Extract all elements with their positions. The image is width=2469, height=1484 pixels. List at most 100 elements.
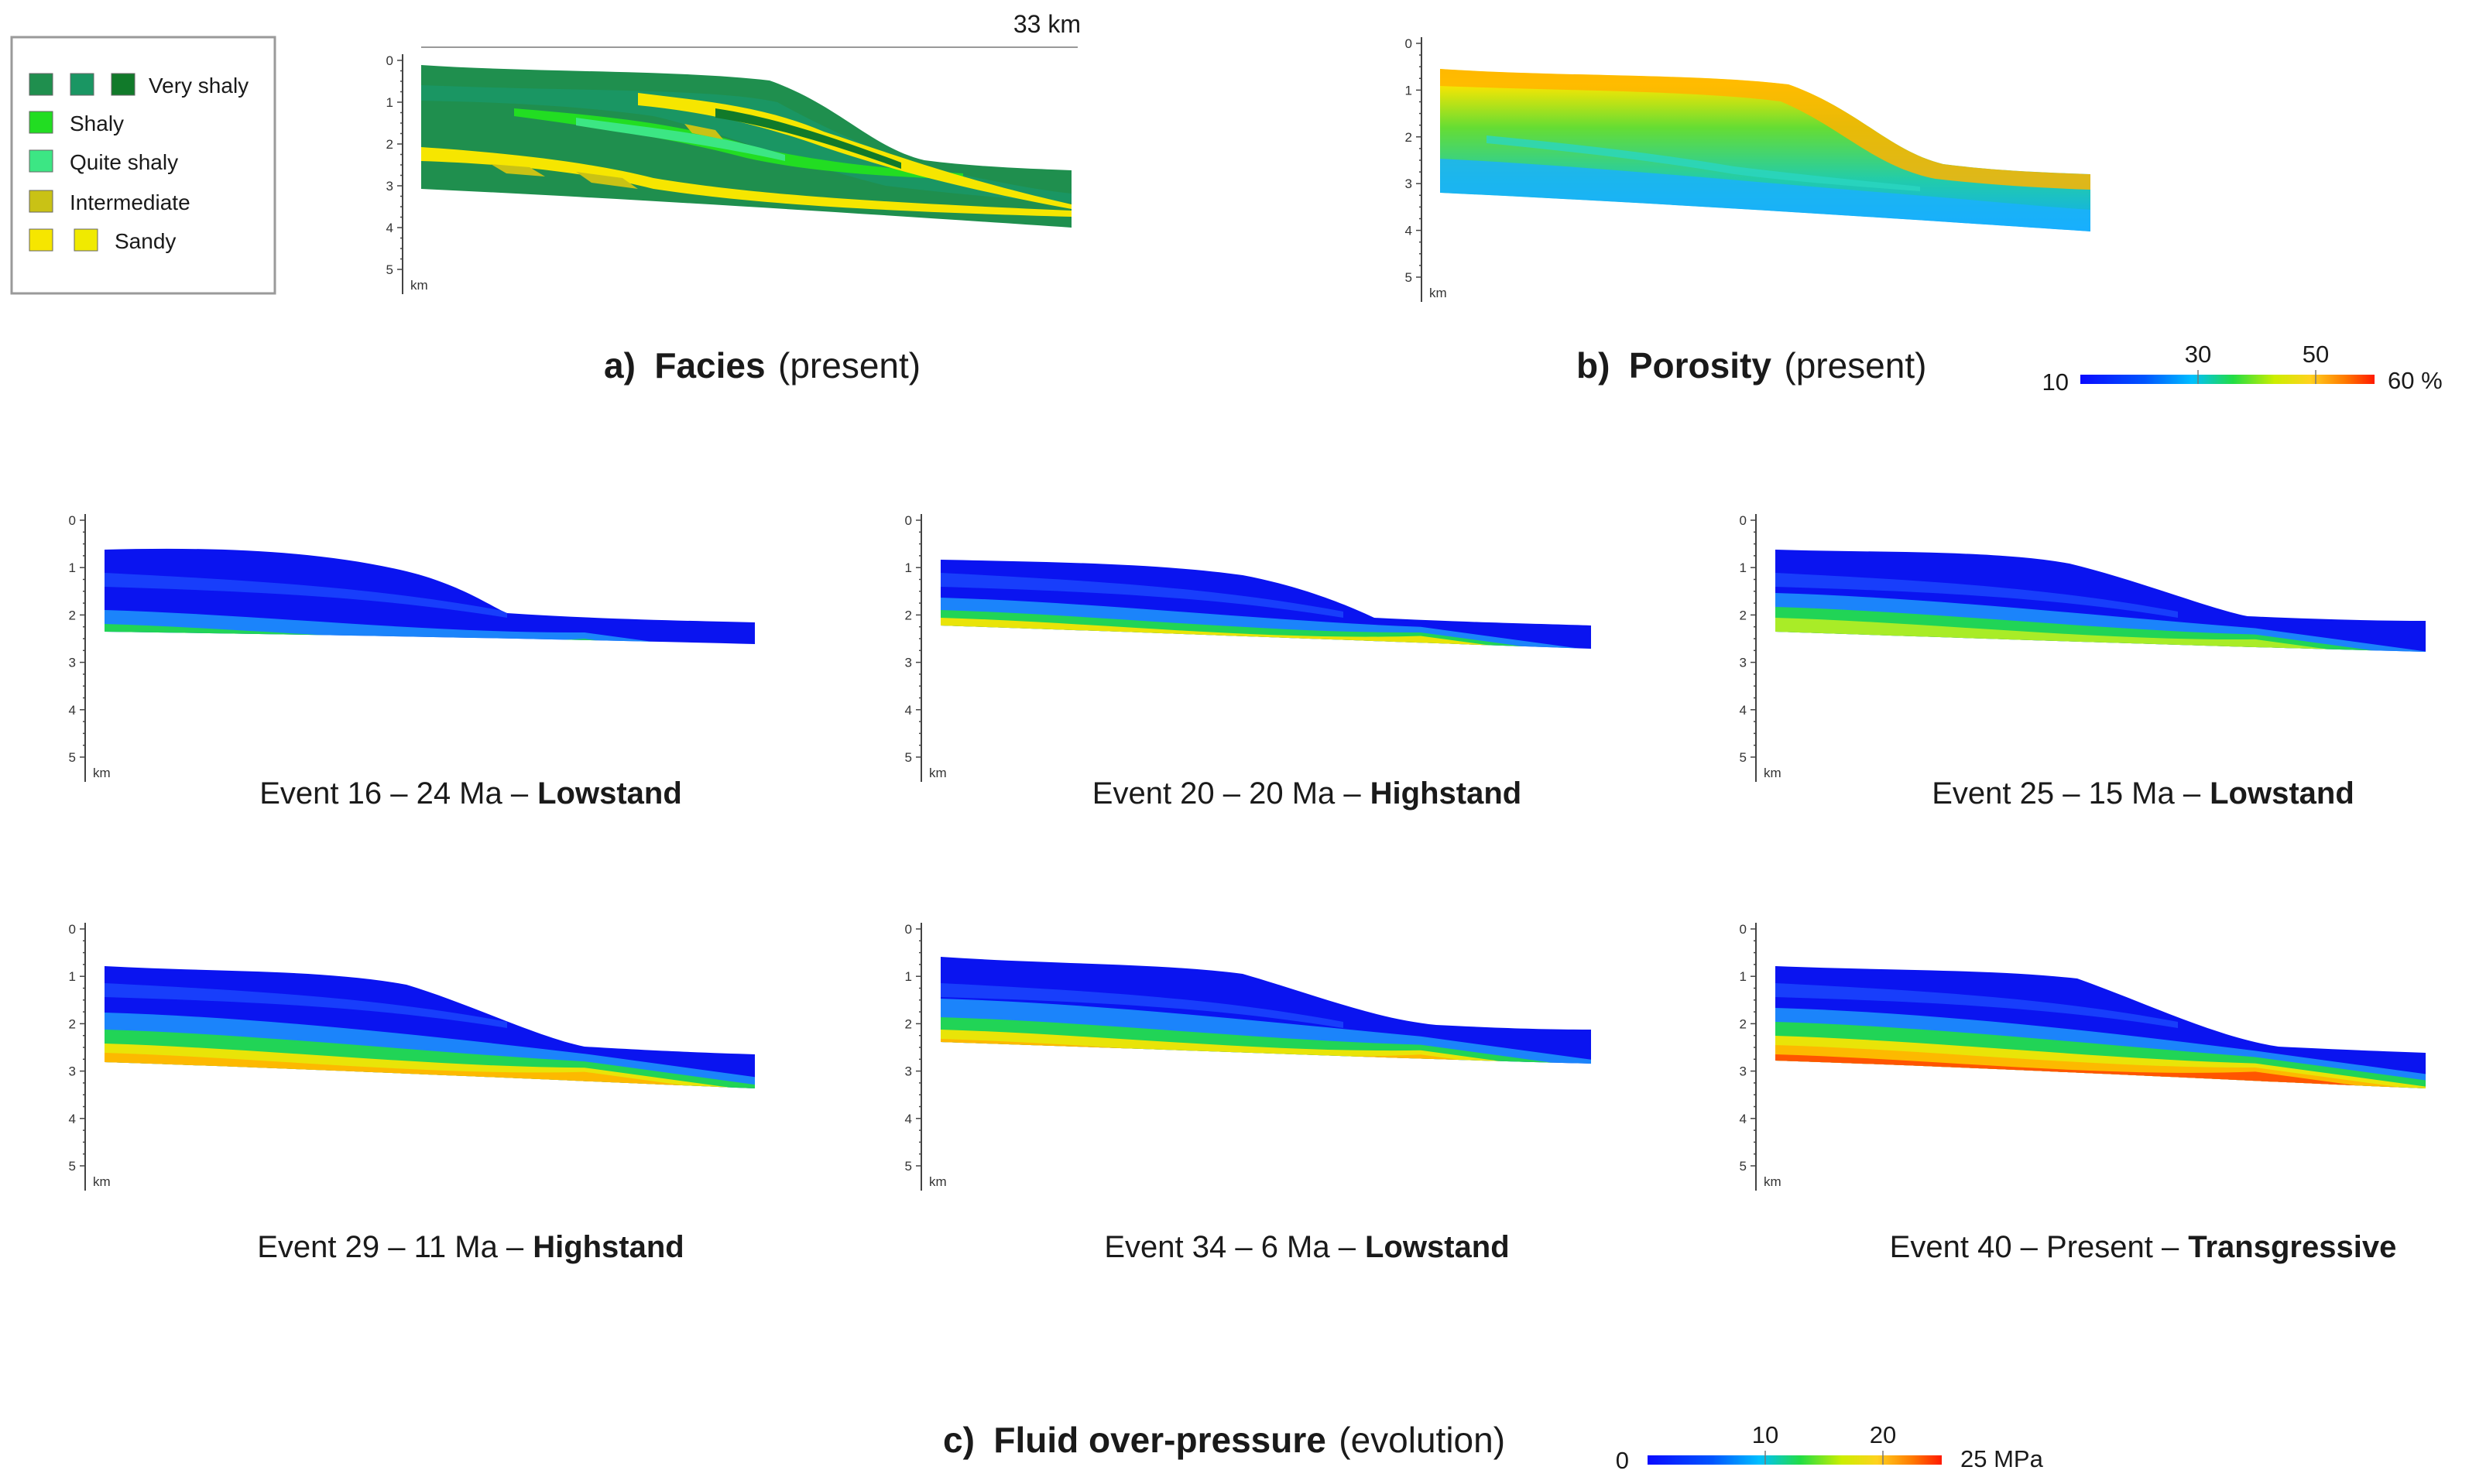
axis-tick-label: 3 [905, 656, 912, 670]
caption-a-bold: Facies [654, 345, 765, 386]
legend-swatch [29, 73, 53, 96]
caption-b-prefix: b) [1576, 345, 1610, 386]
panel-facies: 33 km 0 1 2 3 4 5 km a) Facies (present) [386, 10, 1081, 386]
depth-axis: 0 1 2 3 4 5 km [905, 513, 947, 782]
colorbar-min-label: 10 [2042, 368, 2069, 396]
pressure-colorbar: 0 25 MPa 10 20 [1616, 1421, 2044, 1474]
legend-item: Very shaly [29, 73, 249, 98]
legend-swatch [111, 73, 135, 96]
porosity-colorbar: 10 60 % 30 50 [2042, 341, 2443, 396]
axis-unit: km [1764, 766, 1781, 780]
colorbar-max-label: 60 % [2388, 367, 2443, 394]
legend-item: Sandy [29, 228, 176, 253]
porosity-section [1440, 69, 2090, 231]
event-caption-phase: Highstand [533, 1230, 684, 1264]
axis-tick-label: 1 [905, 969, 912, 984]
event-panel: 0 1 2 3 4 5 km Event 25 – 15 Ma – Lowstand [1740, 513, 2426, 811]
axis-unit: km [410, 278, 428, 293]
event-caption-text: Event 29 – 11 Ma – [257, 1230, 524, 1264]
event-panel: 0 1 2 3 4 5 km Event 40 – Present – Transgressiv… [1740, 922, 2426, 1264]
event-caption-text: Event 16 – 24 Ma – [259, 776, 529, 811]
caption-c-prefix: c) [943, 1420, 975, 1460]
colorbar-gradient [1648, 1455, 1942, 1465]
panel-porosity: 0 1 2 3 4 5 km b) Porosity (present) 10 60 % 3… [1405, 36, 2443, 396]
facies-very-shaly-band-dark [715, 108, 901, 169]
axis-unit: km [93, 766, 111, 780]
caption-b-normal: (present) [1784, 345, 1926, 386]
axis-tick-label: 3 [1405, 177, 1412, 191]
legend-frame [10, 36, 276, 295]
pressure-field-low [105, 548, 755, 645]
axis-tick-label: 1 [1405, 83, 1412, 98]
axis-tick-label: 0 [905, 922, 912, 937]
depth-axis: 0 1 2 3 4 5 km [69, 513, 111, 782]
scale-bar-label: 33 km [1013, 10, 1081, 38]
axis-tick-label: 2 [1740, 608, 1747, 622]
event-caption: Event 25 – 15 Ma – Lowstand [1932, 776, 2354, 811]
pressure-section [105, 966, 755, 1088]
depth-axis: 0 1 2 3 4 5 km [1405, 36, 1447, 302]
caption-a-prefix: a) [604, 345, 636, 386]
axis-tick-label: 2 [1405, 130, 1412, 145]
axis-tick-label: 4 [69, 703, 76, 718]
axis-tick-label: 1 [905, 560, 912, 575]
facies-quite-shaly-band [576, 118, 785, 161]
axis-tick-label: 5 [69, 1159, 76, 1174]
event-caption: Event 29 – 11 Ma – Highstand [257, 1230, 684, 1264]
colorbar-tick-label: 50 [2303, 341, 2329, 368]
event-caption-phase: Transgressive [2188, 1230, 2396, 1264]
caption-c: c) Fluid over-pressure (evolution) [943, 1420, 1505, 1460]
pressure-haze [105, 983, 507, 1028]
axis-unit: km [1764, 1174, 1781, 1189]
axis-tick-label: 0 [69, 922, 76, 937]
event-caption-text: Event 34 – 6 Ma – [1104, 1230, 1356, 1264]
depth-axis: 0 1 2 3 4 5 km [905, 922, 947, 1191]
legend-label: Shaly [70, 111, 124, 135]
facies-intermediate-patches [491, 124, 723, 189]
axis-tick-label: 2 [905, 1016, 912, 1031]
axis-tick-label: 1 [386, 95, 393, 110]
axis-tick-label: 5 [1405, 270, 1412, 285]
axis-unit: km [93, 1174, 111, 1189]
depth-axis: 0 1 2 3 4 5 km [386, 53, 428, 294]
axis-tick-label: 4 [1740, 703, 1747, 718]
axis-tick-label: 4 [905, 703, 912, 718]
depth-axis: 0 1 2 3 4 5 km [1740, 922, 1781, 1191]
axis-tick-label: 2 [905, 608, 912, 622]
axis-tick-label: 2 [386, 137, 393, 152]
axis-tick-label: 4 [1405, 224, 1412, 238]
legend-item: Shaly [29, 111, 124, 135]
axis-tick-label: 5 [905, 1159, 912, 1174]
axis-tick-label: 4 [1740, 1112, 1747, 1126]
pressure-haze [941, 983, 1343, 1028]
axis-tick-label: 2 [69, 1016, 76, 1031]
axis-tick-label: 5 [69, 750, 76, 765]
pressure-haze [1775, 983, 2178, 1028]
pressure-haze [105, 573, 507, 618]
axis-tick-label: 0 [1740, 922, 1747, 937]
axis-unit: km [929, 1174, 947, 1189]
legend-swatch [70, 73, 94, 96]
depth-axis: 0 1 2 3 4 5 km [1740, 513, 1781, 782]
event-panel: 0 1 2 3 4 5 km Event 20 – 20 Ma – Highstand [905, 513, 1591, 811]
legend-swatch [29, 190, 53, 213]
event-caption-phase: Lowstand [537, 776, 682, 811]
axis-tick-label: 1 [1740, 560, 1747, 575]
caption-c-normal: (evolution) [1339, 1420, 1505, 1460]
colorbar-max-label: 25 MPa [1960, 1445, 2044, 1472]
event-panel: 0 1 2 3 4 5 km Event 16 – 24 Ma – Lowstand [69, 513, 755, 811]
porosity-high-band [1440, 69, 2090, 190]
axis-tick-label: 5 [1740, 1159, 1747, 1174]
caption-b: b) Porosity (present) [1576, 345, 1926, 386]
event-caption: Event 40 – Present – Transgressive [1890, 1230, 2397, 1264]
axis-tick-label: 4 [69, 1112, 76, 1126]
caption-a-normal: (present) [778, 345, 921, 386]
axis-tick-label: 0 [69, 513, 76, 528]
axis-tick-label: 0 [1740, 513, 1747, 528]
caption-c-bold: Fluid over-pressure [993, 1420, 1325, 1460]
legend-label: Intermediate [70, 190, 190, 214]
event-caption: Event 34 – 6 Ma – Lowstand [1104, 1230, 1509, 1264]
event-caption-text: Event 25 – 15 Ma – [1932, 776, 2201, 811]
caption-b-bold: Porosity [1629, 345, 1771, 386]
